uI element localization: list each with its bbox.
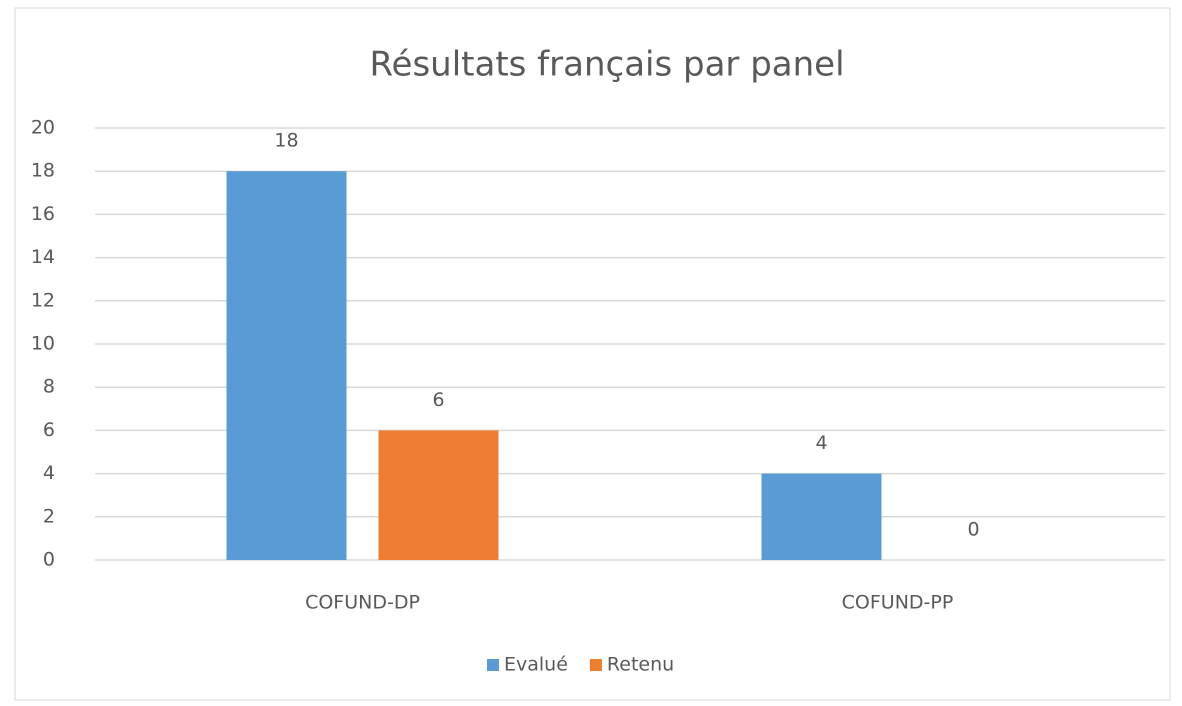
data-label: 18 <box>274 130 298 152</box>
y-tick-label: 10 <box>31 333 55 355</box>
data-label: 4 <box>815 432 827 454</box>
legend-swatch <box>589 659 602 671</box>
legend-label: Evalué <box>504 654 568 676</box>
y-tick-label: 14 <box>31 246 55 268</box>
y-tick-label: 20 <box>31 117 55 139</box>
y-tick-label: 0 <box>43 549 55 571</box>
legend-swatch <box>487 659 499 671</box>
chart-frame <box>14 7 1171 701</box>
y-tick-label: 6 <box>43 419 55 441</box>
x-tick-label: COFUND-PP <box>842 592 954 614</box>
data-label: 6 <box>432 389 444 411</box>
chart-title: Résultats français par panel <box>369 45 844 85</box>
y-tick-label: 18 <box>31 160 55 182</box>
data-label: 0 <box>967 519 979 541</box>
y-tick-label: 16 <box>31 203 55 225</box>
legend-label: Retenu <box>607 654 674 676</box>
bar <box>226 171 347 560</box>
y-tick-label: 2 <box>43 505 55 527</box>
y-tick-label: 8 <box>43 376 55 398</box>
bar <box>378 430 499 560</box>
y-tick-label: 4 <box>43 462 55 484</box>
y-tick-label: 12 <box>31 289 55 311</box>
bar <box>761 473 882 560</box>
x-tick-label: COFUND-DP <box>305 592 420 614</box>
